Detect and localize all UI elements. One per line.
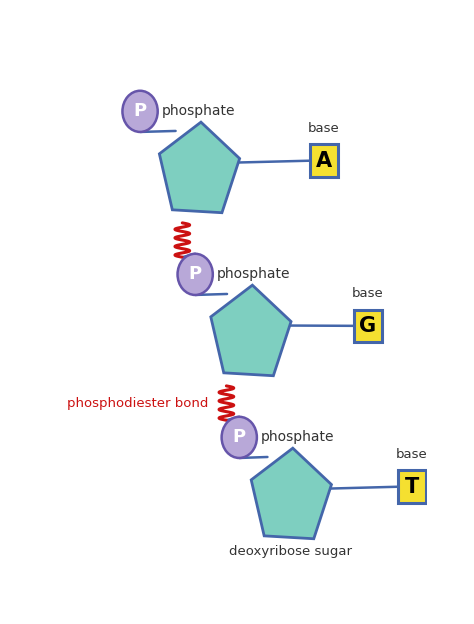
Polygon shape [251,448,331,539]
Circle shape [178,254,213,295]
Polygon shape [211,285,291,376]
Text: phosphate: phosphate [261,431,334,444]
Text: G: G [359,316,376,336]
Text: phosphate: phosphate [217,267,290,281]
Text: A: A [316,150,332,171]
FancyBboxPatch shape [354,310,382,342]
Polygon shape [159,122,240,213]
Text: base: base [308,122,339,135]
Text: P: P [233,429,246,446]
Text: P: P [189,265,202,283]
Text: deoxyribose sugar: deoxyribose sugar [229,545,352,558]
FancyBboxPatch shape [398,470,426,503]
FancyBboxPatch shape [310,144,337,177]
Text: T: T [405,477,419,497]
Text: base: base [352,286,383,300]
Text: base: base [396,447,428,461]
Text: phosphodiester bond: phosphodiester bond [66,397,208,409]
Circle shape [222,417,257,458]
Text: phosphate: phosphate [161,104,235,119]
Text: P: P [134,102,146,120]
Circle shape [122,90,158,132]
